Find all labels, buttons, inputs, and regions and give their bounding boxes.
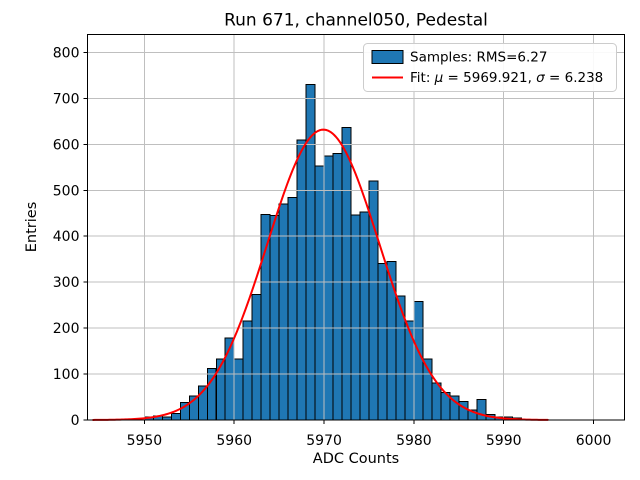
x-tick-label: 6000: [576, 433, 612, 449]
x-tick-labels: 5950 5960 5970 5980 5990 6000: [127, 433, 612, 449]
histogram-bar: [170, 413, 181, 421]
x-tick-label: 5980: [396, 433, 432, 449]
histogram-bar: [314, 165, 325, 421]
y-tick-label: 500: [53, 183, 80, 199]
y-tick-label: 600: [53, 137, 80, 153]
histogram-bar: [431, 382, 442, 421]
legend-samples-swatch: [371, 50, 404, 64]
histogram-bar: [251, 294, 262, 421]
histogram-bar: [332, 153, 343, 421]
histogram-bar: [323, 155, 334, 421]
histogram-bar: [377, 262, 388, 421]
histogram-bars: [143, 84, 523, 421]
x-axis-label: ADC Counts: [313, 451, 399, 467]
y-tick-label: 300: [53, 275, 80, 291]
histogram-bar: [215, 358, 226, 421]
histogram-bar: [350, 214, 361, 421]
y-tick-label: 0: [71, 413, 80, 429]
x-tick-label: 5970: [306, 433, 342, 449]
y-tick-label: 200: [53, 321, 80, 337]
fit-curve-line: [92, 128, 549, 421]
y-tick-label: 400: [53, 229, 80, 245]
x-tick-label: 5990: [486, 433, 522, 449]
histogram-bar: [476, 398, 487, 421]
legend: Samples: RMS=6.27 Fit: μ = 5969.921, σ =…: [363, 43, 617, 92]
histogram-bar: [233, 358, 244, 421]
x-tick-label: 5950: [127, 433, 163, 449]
histogram-bar: [260, 214, 271, 421]
y-tick-label: 700: [53, 91, 80, 107]
histogram-bar: [341, 126, 352, 421]
histogram-bar: [242, 320, 253, 421]
plot-border: [87, 34, 625, 421]
histogram-bar: [296, 139, 307, 421]
histogram-bar: [359, 211, 370, 421]
legend-samples-label: Samples: RMS=6.27: [410, 50, 547, 66]
axis-ticks: [83, 51, 595, 424]
x-tick-label: 5960: [216, 433, 252, 449]
histogram-bar: [386, 260, 397, 421]
y-axis-label: Entries: [24, 202, 40, 253]
histogram-bar: [287, 197, 298, 421]
y-tick-label: 100: [53, 367, 80, 383]
chart-title: Run 671, channel050, Pedestal: [224, 11, 488, 31]
y-tick-labels: 0 100 200 300 400 500 600 700 800: [53, 45, 80, 429]
legend-fit-label: Fit: μ = 5969.921, σ = 6.238: [410, 70, 603, 86]
histogram-bar: [224, 337, 235, 421]
legend-box: [363, 43, 617, 92]
histogram-bar: [413, 300, 424, 421]
y-tick-label: 800: [53, 45, 80, 61]
histogram-bar: [269, 215, 280, 421]
